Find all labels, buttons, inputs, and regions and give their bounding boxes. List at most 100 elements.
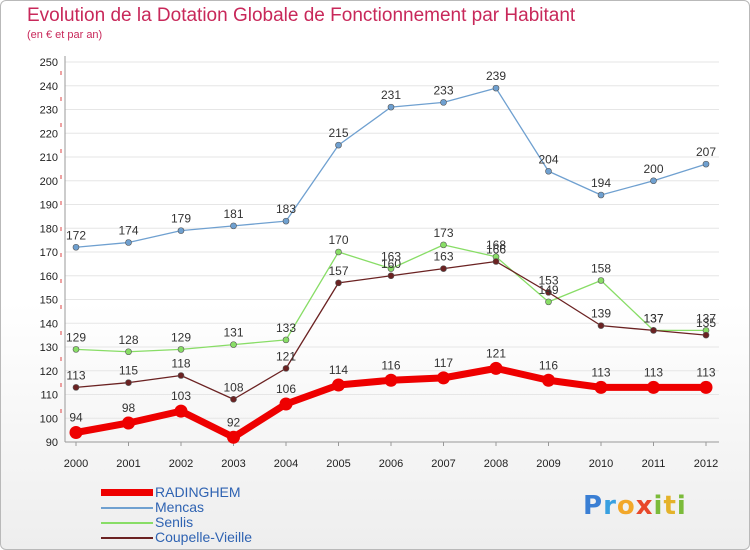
data-label-senlis-2005: 170 [328, 233, 348, 247]
y-tick-180: 180 [40, 223, 58, 235]
point-radinghem-2007 [437, 371, 450, 385]
data-label-mencas-2011: 200 [643, 162, 663, 176]
data-label-mencas-2007: 233 [433, 83, 453, 97]
point-mencas-2001 [125, 239, 132, 246]
data-label-coupelle-vieille-2008: 166 [486, 243, 506, 257]
point-mencas-2007 [440, 99, 447, 106]
data-label-radinghem-2006: 116 [381, 358, 400, 372]
x-tick-2006: 2006 [379, 458, 403, 470]
point-mencas-2012 [702, 160, 710, 168]
data-label-radinghem-2011: 113 [644, 365, 663, 379]
point-mencas-2003 [230, 222, 237, 230]
data-label-coupelle-vieille-2003: 108 [223, 380, 243, 394]
point-mencas-2002 [177, 227, 185, 234]
y-tick-250: 250 [40, 57, 58, 69]
axes [60, 56, 719, 446]
point-mencas-2009 [545, 167, 552, 175]
point-coupelle-vieille-2000 [72, 384, 80, 391]
y-tick-110: 110 [40, 390, 58, 402]
data-label-senlis-2008: 168 [486, 238, 506, 252]
data-label-coupelle-vieille-2012: 135 [696, 316, 716, 330]
legend-label: RADINGHEM [155, 484, 241, 500]
point-radinghem-2004 [279, 397, 293, 411]
point-radinghem-2011 [647, 380, 660, 394]
data-label-mencas-2005: 215 [328, 126, 348, 140]
data-label-senlis-2010: 158 [591, 262, 611, 276]
data-labels: 172 174 179 181 183 215 231 233 239 204 194 200 207 1… [66, 69, 716, 429]
data-label-radinghem-2001: 98 [122, 401, 136, 415]
data-label-coupelle-vieille-2009: 153 [538, 273, 558, 287]
data-label-radinghem-2009: 116 [539, 358, 558, 372]
point-coupelle-vieille-2003 [230, 395, 237, 403]
data-label-mencas-2003: 181 [223, 207, 243, 221]
x-tick-2010: 2010 [589, 458, 613, 470]
x-tick-2007: 2007 [431, 458, 455, 470]
point-mencas-2004 [282, 217, 290, 225]
data-label-radinghem-2010: 113 [591, 365, 610, 379]
legend-swatch [101, 489, 153, 496]
series-lines [69, 84, 713, 444]
x-tick-2009: 2009 [536, 458, 560, 470]
point-coupelle-vieille-2012 [702, 331, 710, 339]
data-label-coupelle-vieille-2002: 118 [171, 357, 190, 371]
y-tick-170: 170 [40, 247, 58, 259]
point-senlis-2010 [597, 277, 605, 284]
data-label-coupelle-vieille-2005: 157 [328, 264, 348, 278]
point-senlis-2007 [440, 241, 447, 249]
point-coupelle-vieille-2002 [177, 372, 185, 379]
data-label-radinghem-2003: 92 [227, 415, 241, 429]
data-label-senlis-2001: 128 [118, 333, 138, 347]
point-mencas-2011 [650, 177, 657, 185]
data-label-mencas-2004: 183 [276, 202, 296, 216]
data-label-coupelle-vieille-2004: 121 [276, 349, 296, 363]
data-label-mencas-2000: 172 [66, 228, 86, 242]
legend-swatch [101, 521, 153, 524]
point-senlis-2001 [125, 348, 132, 356]
data-label-senlis-2007: 173 [433, 226, 453, 240]
data-label-mencas-2008: 239 [486, 69, 506, 83]
x-tick-2012: 2012 [694, 458, 718, 470]
legend-label: Mencas [155, 499, 205, 515]
point-coupelle-vieille-2004 [282, 365, 290, 372]
point-senlis-2006 [387, 265, 395, 272]
point-mencas-2005 [335, 141, 342, 149]
y-tick-130: 130 [40, 342, 58, 354]
x-tick-2008: 2008 [484, 458, 508, 470]
x-tick-2005: 2005 [326, 458, 350, 470]
point-senlis-2009 [545, 298, 552, 306]
x-tick-2003: 2003 [221, 458, 245, 470]
point-coupelle-vieille-2010 [597, 322, 605, 329]
point-coupelle-vieille-2008 [492, 258, 500, 265]
point-radinghem-2001 [122, 416, 135, 430]
data-label-senlis-2011: 137 [643, 311, 663, 325]
point-coupelle-vieille-2011 [650, 327, 657, 334]
y-tick-100: 100 [40, 413, 58, 425]
y-tick-240: 240 [40, 81, 58, 93]
point-radinghem-2005 [332, 378, 345, 392]
data-label-mencas-2006: 231 [381, 88, 401, 102]
data-label-mencas-2010: 194 [591, 176, 611, 190]
data-label-senlis-2000: 129 [66, 330, 86, 344]
data-label-coupelle-vieille-2001: 115 [119, 364, 138, 378]
x-tick-2000: 2000 [64, 458, 88, 470]
y-tick-90: 90 [46, 437, 58, 449]
data-label-radinghem-2012: 113 [696, 365, 715, 379]
data-label-senlis-2006: 163 [381, 250, 401, 264]
point-senlis-2004 [282, 336, 290, 344]
y-tick-150: 150 [40, 295, 58, 307]
legend-item-senlis: Senlis [101, 515, 252, 530]
point-radinghem-2010 [594, 380, 608, 394]
data-label-senlis-2004: 133 [276, 321, 296, 335]
point-radinghem-2002 [174, 404, 188, 418]
legend-label: Senlis [155, 514, 194, 530]
data-label-mencas-2009: 204 [538, 152, 558, 166]
point-radinghem-2012 [699, 380, 713, 394]
data-label-radinghem-2000: 94 [69, 411, 83, 425]
data-label-radinghem-2005: 114 [329, 363, 348, 377]
data-label-radinghem-2004: 106 [276, 382, 296, 396]
grid-lines [65, 61, 719, 443]
point-coupelle-vieille-2001 [125, 379, 132, 386]
data-label-mencas-2001: 174 [118, 224, 138, 238]
